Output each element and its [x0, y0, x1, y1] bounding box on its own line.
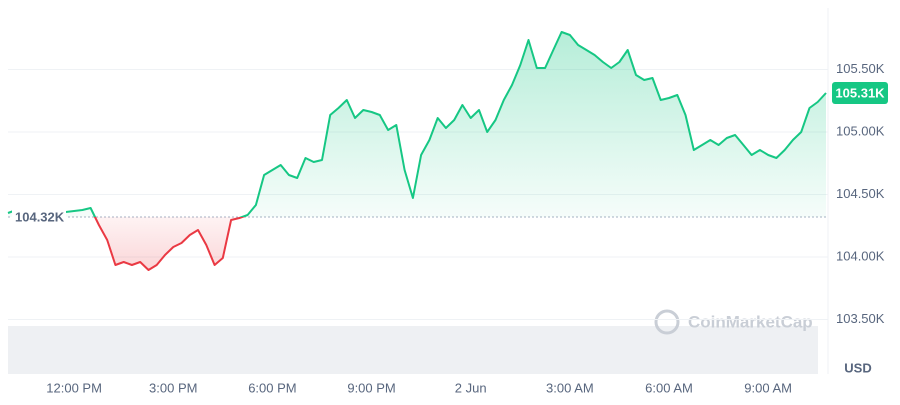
x-tick-label: 9:00 PM: [347, 380, 395, 395]
watermark: CoinMarketCap: [654, 309, 813, 335]
current-price-label: 105.31K: [835, 85, 885, 100]
current-price-tag: [832, 82, 888, 104]
y-tick-label: 105.50K: [836, 61, 885, 76]
x-tick-label: 3:00 PM: [149, 380, 197, 395]
x-tick-label: 6:00 AM: [645, 380, 693, 395]
y-tick-label: 104.00K: [836, 248, 885, 263]
volume-band: [8, 326, 818, 374]
watermark-text: CoinMarketCap: [688, 312, 813, 331]
baseline-label-bg: [12, 208, 66, 226]
y-unit: USD: [844, 360, 871, 375]
x-tick-label: 6:00 PM: [248, 380, 296, 395]
x-tick-label: 12:00 PM: [46, 380, 102, 395]
price-line: [7, 31, 827, 271]
x-tick-label: 9:00 AM: [744, 380, 792, 395]
y-tick-label: 103.50K: [836, 311, 885, 326]
baseline-label: 104.32K: [15, 209, 65, 224]
price-area: [8, 32, 826, 270]
y-tick-label: 104.50K: [836, 186, 885, 201]
x-tick-label: 3:00 AM: [546, 380, 594, 395]
x-tick-label: 2 Jun: [455, 380, 487, 395]
y-tick-label: 105.00K: [836, 123, 885, 138]
